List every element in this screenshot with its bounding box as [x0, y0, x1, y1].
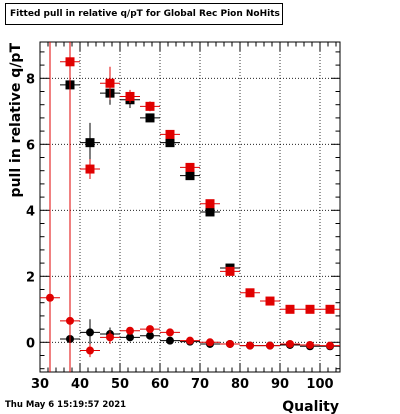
data-point-circle — [126, 326, 134, 335]
x-tick-label: 100 — [306, 377, 333, 392]
data-point-square — [165, 129, 175, 139]
data-point-square — [305, 304, 315, 314]
data-point-circle — [286, 339, 294, 348]
y-tick-labels: 0 2 4 6 8 — [26, 72, 35, 351]
data-point-circle — [166, 328, 174, 337]
data-point-circle — [66, 316, 74, 325]
data-point-circle — [46, 293, 54, 302]
data-point-circle — [206, 338, 214, 347]
data-point-circle — [306, 340, 314, 349]
x-tick-labels: 30 40 50 60 70 80 90 100 — [31, 377, 334, 392]
x-tick-label: 30 — [31, 377, 49, 392]
x-tick-label: 90 — [271, 377, 289, 392]
y-tick-label: 0 — [26, 336, 35, 351]
data-point-square — [105, 78, 115, 88]
data-point-square — [85, 138, 95, 148]
data-point-square — [125, 91, 135, 101]
data-point-circle — [186, 336, 194, 345]
data-point-square — [185, 171, 195, 181]
y-axis-label: pull in relative q/pT — [8, 43, 24, 198]
axis-ticks — [39, 42, 340, 372]
data-point-circle — [326, 341, 334, 350]
data-point-square — [65, 57, 75, 67]
axes-frame — [39, 41, 341, 373]
timestamp: Thu May 6 15:19:57 2021 — [5, 400, 127, 410]
data-point-circle — [86, 346, 94, 355]
y-tick-label: 2 — [26, 270, 35, 285]
data-point-circle — [266, 341, 274, 350]
chart-title: Fitted pull in relative q/pT for Global … — [5, 3, 283, 25]
data-point-square — [285, 304, 295, 314]
data-point-circle — [146, 325, 154, 334]
x-tick-label: 40 — [71, 377, 89, 392]
data-point-circle — [106, 333, 114, 342]
x-tick-label: 80 — [231, 377, 249, 392]
data-point-square — [225, 266, 235, 276]
data-point-circle — [146, 331, 154, 340]
y-tick-label: 4 — [26, 204, 35, 219]
y-tick-label: 6 — [26, 138, 35, 153]
data-point-square — [145, 113, 155, 123]
data-point-square — [245, 288, 255, 298]
data-point-square — [205, 199, 215, 209]
data-point-square — [205, 207, 215, 217]
x-axis-label: Quality — [282, 399, 339, 414]
data-point-square — [145, 101, 155, 111]
data-points — [40, 42, 340, 372]
series-3 — [40, 42, 340, 372]
data-point-square — [265, 296, 275, 306]
x-tick-label: 70 — [191, 377, 209, 392]
plot-frame — [39, 41, 341, 373]
series-0 — [60, 42, 240, 273]
data-point-square — [185, 162, 195, 172]
x-tick-label: 60 — [151, 377, 169, 392]
data-point-square — [85, 164, 95, 174]
x-tick-label: 50 — [111, 377, 129, 392]
series-1 — [60, 42, 340, 372]
data-point-circle — [166, 336, 174, 345]
data-point-circle — [226, 339, 234, 348]
data-point-circle — [126, 333, 134, 342]
data-point-square — [165, 138, 175, 148]
data-point-square — [325, 304, 335, 314]
y-tick-label: 8 — [26, 72, 35, 87]
data-point-circle — [86, 328, 94, 337]
grid-lines — [40, 42, 340, 372]
data-point-circle — [246, 341, 254, 350]
